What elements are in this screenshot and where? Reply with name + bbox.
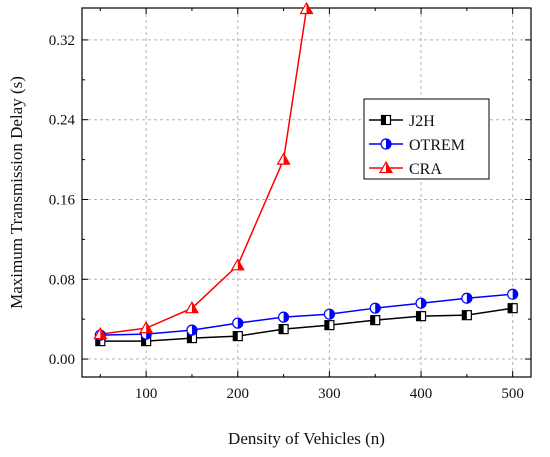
marker-fill xyxy=(466,293,472,304)
marker-fill xyxy=(283,153,290,165)
marker-fill xyxy=(187,333,192,343)
data-point-cra xyxy=(184,300,199,314)
marker-fill xyxy=(279,324,284,334)
marker-fill xyxy=(237,259,244,270)
data-point-otrem xyxy=(415,297,427,309)
plot-frame xyxy=(81,7,532,378)
marker-fill xyxy=(416,311,422,321)
x-tick-label: 100 xyxy=(135,386,158,402)
legend-label: J2H xyxy=(409,113,435,130)
legend-label: CRA xyxy=(409,161,442,178)
marker-fill xyxy=(191,302,198,313)
y-tick-label: 0.16 xyxy=(49,192,76,208)
data-point-otrem xyxy=(323,308,336,320)
data-point-j2h xyxy=(507,303,518,314)
legend-marker xyxy=(380,138,392,150)
marker-fill xyxy=(100,328,107,339)
data-point-cra xyxy=(230,258,245,271)
data-point-otrem xyxy=(507,288,519,300)
x-tick-label: 300 xyxy=(318,386,341,402)
y-tick-label: 0.32 xyxy=(49,33,75,49)
marker-fill xyxy=(386,162,392,173)
x-tick-label: 400 xyxy=(410,386,433,402)
series-markers xyxy=(93,1,519,347)
data-point-j2h xyxy=(415,311,427,322)
marker-fill xyxy=(462,310,467,320)
data-point-otrem xyxy=(461,292,473,304)
y-tick-label: 0.24 xyxy=(49,113,76,129)
legend-item-cra: CRA xyxy=(369,160,442,178)
series-line-cra xyxy=(100,8,308,335)
y-tick-label: 0.00 xyxy=(49,352,75,368)
marker-fill xyxy=(233,331,238,341)
legend-item-j2h: J2H xyxy=(369,113,435,130)
marker-fill xyxy=(283,312,289,323)
plot-series xyxy=(100,8,513,342)
data-point-j2h xyxy=(370,315,381,326)
data-point-j2h xyxy=(232,331,243,342)
marker-fill xyxy=(386,139,391,149)
data-point-otrem xyxy=(232,317,244,329)
marker-fill xyxy=(191,325,197,336)
marker-fill xyxy=(237,318,243,329)
marker-fill xyxy=(306,2,313,14)
legend-label: OTREM xyxy=(409,137,465,154)
y-tick-label: 0.08 xyxy=(49,272,75,288)
marker-fill xyxy=(95,336,101,346)
data-point-cra xyxy=(93,326,108,340)
axis-ticks: 100 200 300 400 500 0.00 0.08 0.16 0.24 0.32 xyxy=(49,8,531,402)
data-point-cra xyxy=(299,1,314,15)
marker-fill xyxy=(508,303,513,313)
data-point-j2h xyxy=(278,324,289,335)
x-tick-label: 200 xyxy=(227,386,250,402)
marker-fill xyxy=(421,298,427,309)
x-tick-label: 500 xyxy=(501,386,524,402)
legend-marker xyxy=(378,160,394,174)
data-point-j2h xyxy=(324,320,335,331)
marker-fill xyxy=(512,289,518,300)
data-point-j2h xyxy=(461,310,472,321)
y-axis-title: Maximum Transmission Delay (s) xyxy=(7,76,26,309)
marker-fill xyxy=(329,309,335,320)
marker-fill xyxy=(141,336,147,346)
data-point-otrem xyxy=(186,324,198,336)
marker-fill xyxy=(381,115,386,125)
legend-marker xyxy=(380,114,392,126)
marker-fill xyxy=(146,322,153,333)
data-point-otrem xyxy=(277,311,290,323)
grid-lines xyxy=(82,8,531,377)
legend-item-otrem: OTREM xyxy=(369,137,465,154)
legend: J2H OTREM CRA xyxy=(363,98,490,180)
marker-fill xyxy=(324,320,330,330)
marker-fill xyxy=(375,303,381,314)
marker-fill xyxy=(370,315,376,325)
data-point-otrem xyxy=(369,302,381,314)
data-point-cra xyxy=(139,320,154,334)
series-line-otrem xyxy=(100,293,513,336)
x-axis-title: Density of Vehicles (n) xyxy=(228,429,385,448)
series-line-j2h xyxy=(100,307,513,342)
data-point-cra xyxy=(276,152,291,165)
